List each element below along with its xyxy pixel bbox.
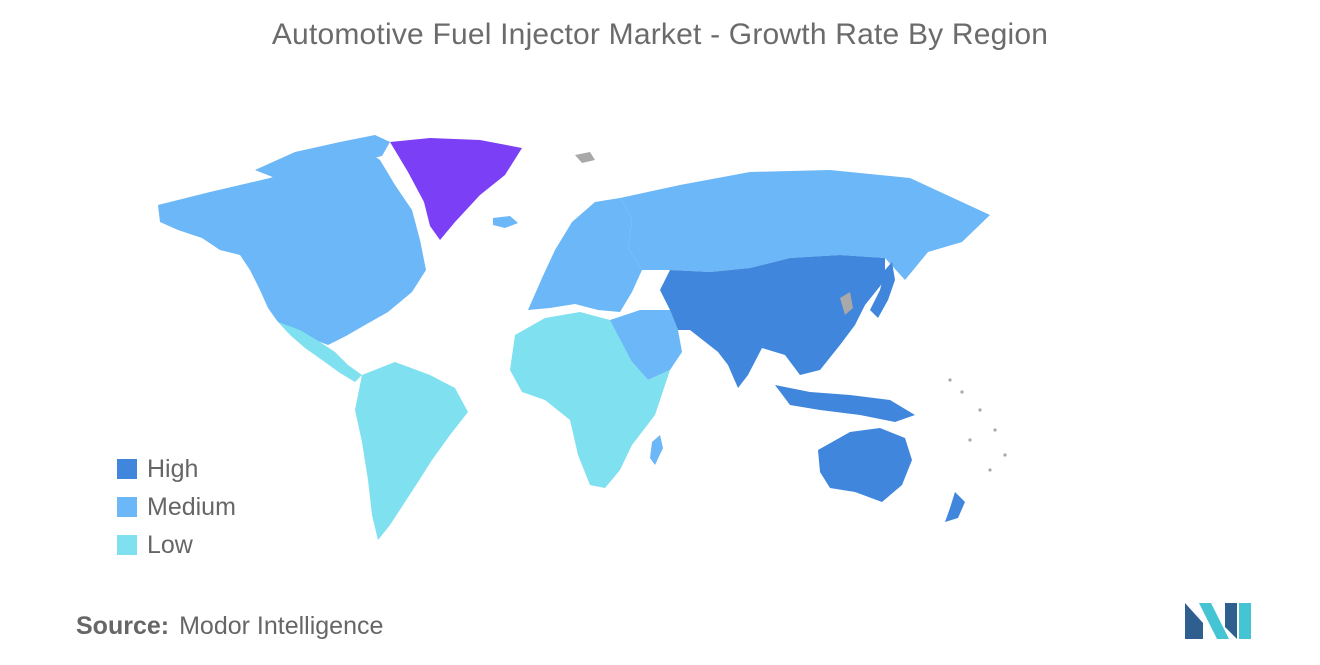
legend-label: Low <box>147 530 193 559</box>
logo-mark-right <box>1225 603 1237 639</box>
region-iceland <box>493 216 518 228</box>
legend-item-medium: Medium <box>117 488 236 526</box>
region-africa <box>510 312 670 488</box>
region-asia-pacific <box>660 255 885 388</box>
source-value: Modor Intelligence <box>179 612 384 640</box>
logo-mark-edge <box>1239 603 1251 639</box>
region-greenland <box>390 138 522 240</box>
region-new-zealand <box>945 492 965 522</box>
logo-mark-middle <box>1199 603 1229 639</box>
region-arctic-islands <box>255 135 390 180</box>
region-middle-east <box>610 310 682 380</box>
region-madagascar <box>650 435 663 465</box>
region-north-america <box>158 150 426 345</box>
legend-label: High <box>147 454 199 483</box>
region-japan <box>870 262 895 318</box>
logo-mark-left <box>1185 603 1203 639</box>
mordor-logo <box>1185 603 1251 644</box>
chart-title: Automotive Fuel Injector Market - Growth… <box>271 18 1049 51</box>
region-svalbard <box>575 152 595 163</box>
region-south-america <box>355 362 468 540</box>
legend-swatch <box>117 459 137 479</box>
source-line: Source: Modor Intelligence <box>76 612 383 641</box>
region-korea <box>840 292 853 315</box>
legend-item-high: High <box>117 450 236 488</box>
legend-label: Medium <box>147 492 236 521</box>
source-label: Source: <box>76 612 170 640</box>
legend: High Medium Low <box>117 450 236 564</box>
legend-item-low: Low <box>117 526 236 564</box>
legend-swatch <box>117 535 137 555</box>
region-southeast-asia <box>775 385 915 422</box>
world-map <box>150 130 1010 560</box>
region-europe <box>528 198 642 312</box>
region-central-america <box>278 322 362 382</box>
pacific-islands <box>948 378 1007 472</box>
region-russia <box>620 170 990 280</box>
legend-swatch <box>117 497 137 517</box>
region-australia <box>818 428 912 502</box>
